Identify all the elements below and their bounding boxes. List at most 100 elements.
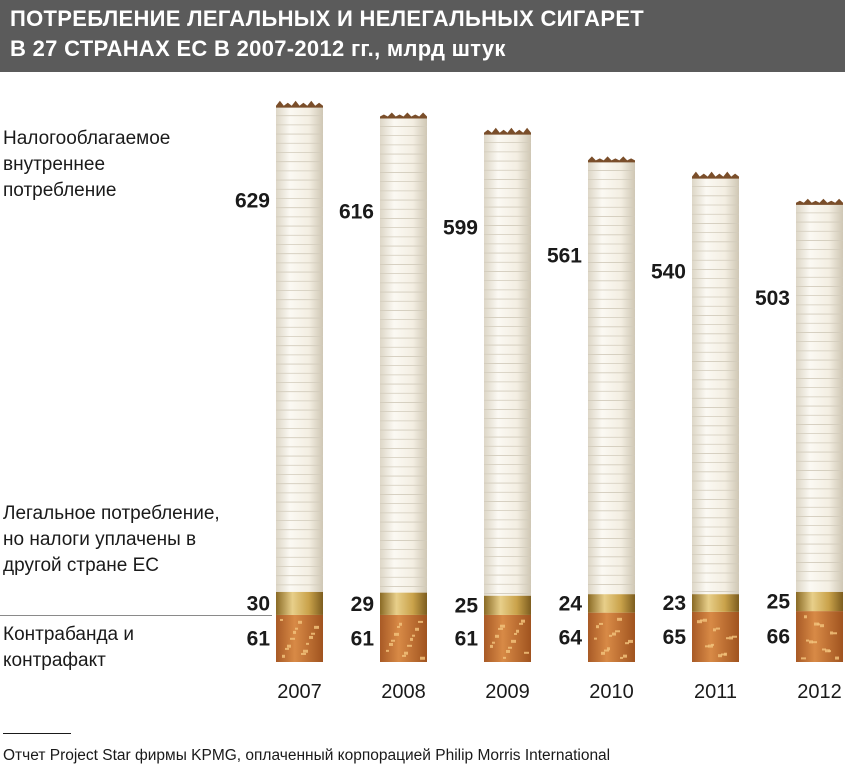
filter-speck	[508, 646, 512, 649]
bar-contraband-2010	[588, 612, 635, 662]
bar-taxed-2010	[588, 161, 635, 595]
year-label-2009: 2009	[485, 681, 530, 703]
tobacco-tip	[692, 171, 739, 179]
cigarette-bar-2009	[484, 127, 531, 662]
filter-speck	[809, 640, 813, 644]
filter-speck	[609, 634, 612, 637]
filter-speck	[287, 644, 291, 648]
filter-speck	[404, 651, 408, 655]
filter-speck	[412, 634, 415, 637]
filter-speck	[490, 644, 493, 648]
filter-speck	[620, 656, 623, 659]
legend-separator	[0, 615, 272, 616]
value-label-legal-other-2007: 30	[247, 592, 270, 615]
filter-speck	[524, 651, 529, 654]
value-label-legal-other-2008: 29	[351, 593, 374, 616]
filter-speck	[732, 635, 737, 638]
filter-speck	[594, 637, 597, 640]
filter-speck	[514, 632, 517, 635]
filter-speck	[290, 637, 295, 640]
title-bar: ПОТРЕБЛЕНИЕ ЛЕГАЛЬНЫХ И НЕЛЕГАЛЬНЫХ СИГА…	[0, 0, 845, 72]
bar-legal-other-2009	[484, 595, 531, 615]
year-label-2012: 2012	[797, 681, 842, 703]
filter-speck	[607, 647, 610, 651]
bar-legal-other-2012	[796, 591, 843, 612]
filter-speck	[830, 631, 833, 635]
filter-speck	[506, 649, 510, 653]
value-label-taxed-2011: 540	[651, 261, 686, 284]
chart-title-line-1: ПОТРЕБЛЕНИЕ ЛЕГАЛЬНЫХ И НЕЛЕГАЛЬНЫХ СИГА…	[10, 6, 645, 31]
filter-speck	[399, 622, 402, 626]
filter-speck	[713, 628, 716, 632]
value-label-taxed-2008: 616	[339, 200, 374, 223]
cigarette-chart: 629 30 61 2007 616 29 61 2008 599 25 61 2009 561 24 64…	[235, 100, 843, 703]
cigarette-bar-2012	[796, 198, 843, 662]
filter-speck	[617, 617, 622, 621]
bar-taxed-2011	[692, 177, 739, 595]
value-label-legal-other-2009: 25	[455, 594, 479, 617]
filter-speck	[718, 654, 722, 658]
filter-speck	[708, 644, 713, 648]
filter-speck	[500, 624, 505, 628]
filter-speck	[599, 622, 603, 625]
filter-speck	[301, 652, 306, 655]
filter-speck	[498, 627, 503, 630]
filter-speck	[295, 627, 298, 630]
value-label-taxed-2012: 503	[755, 287, 790, 310]
filter-speck	[280, 618, 283, 621]
filter-speck	[397, 625, 400, 628]
filter-speck	[314, 625, 319, 629]
filter-speck	[309, 635, 313, 639]
filter-speck	[298, 620, 302, 624]
cigarette-bar-2011	[692, 171, 739, 662]
filter-speck	[804, 615, 807, 619]
source-note: Отчет Project Star фирмы KPMG, оплаченны…	[3, 747, 611, 764]
value-label-contraband-2008: 61	[351, 627, 375, 650]
filter-speck	[705, 645, 709, 648]
filter-speck	[822, 648, 826, 651]
year-label-2008: 2008	[381, 681, 426, 703]
value-label-taxed-2009: 599	[443, 217, 478, 240]
tobacco-tip	[588, 156, 635, 163]
year-label-2007: 2007	[277, 681, 322, 703]
filter-speck	[285, 647, 289, 650]
filter-speck	[716, 627, 720, 630]
filter-speck	[495, 634, 499, 638]
chart-title-line-2: В 27 СТРАНАХ ЕС В 2007-2012 гг., млрд шт…	[10, 36, 506, 61]
bar-legal-other-2008	[380, 592, 427, 615]
bar-legal-other-2011	[692, 594, 739, 612]
source-rule	[3, 733, 71, 734]
filter-speck	[601, 651, 605, 655]
filter-speck	[703, 618, 707, 622]
bar-taxed-2009	[484, 133, 531, 596]
bar-taxed-2012	[796, 203, 843, 592]
value-label-contraband-2010: 64	[559, 626, 583, 649]
cigarette-bar-2010	[588, 156, 635, 662]
filter-speck	[293, 630, 296, 634]
bar-contraband-2012	[796, 611, 843, 662]
filter-speck	[721, 653, 726, 656]
filter-speck	[519, 622, 523, 625]
filter-speck	[825, 649, 830, 653]
filter-speck	[492, 641, 495, 644]
cigarette-bar-2008	[380, 112, 427, 662]
filter-speck	[596, 625, 599, 629]
filter-speck	[386, 649, 389, 652]
filter-speck	[521, 619, 525, 623]
label-contraband: Контрабанда и контрафакт	[3, 624, 135, 671]
tobacco-tip	[796, 198, 843, 205]
value-label-contraband-2007: 61	[247, 627, 271, 650]
filter-speck	[418, 620, 423, 623]
filter-speck	[391, 639, 395, 642]
value-label-contraband-2009: 61	[455, 627, 479, 650]
value-label-legal-other-2010: 24	[559, 592, 583, 615]
filter-speck	[604, 649, 609, 652]
cigarette-bar-2007	[276, 100, 323, 662]
bar-legal-other-2007	[276, 591, 323, 615]
filter-speck	[420, 656, 425, 660]
value-label-legal-other-2011: 23	[663, 592, 686, 615]
filter-speck	[625, 642, 629, 645]
tobacco-tip	[380, 112, 427, 119]
bar-legal-other-2010	[588, 594, 635, 613]
value-label-taxed-2007: 629	[235, 190, 270, 213]
